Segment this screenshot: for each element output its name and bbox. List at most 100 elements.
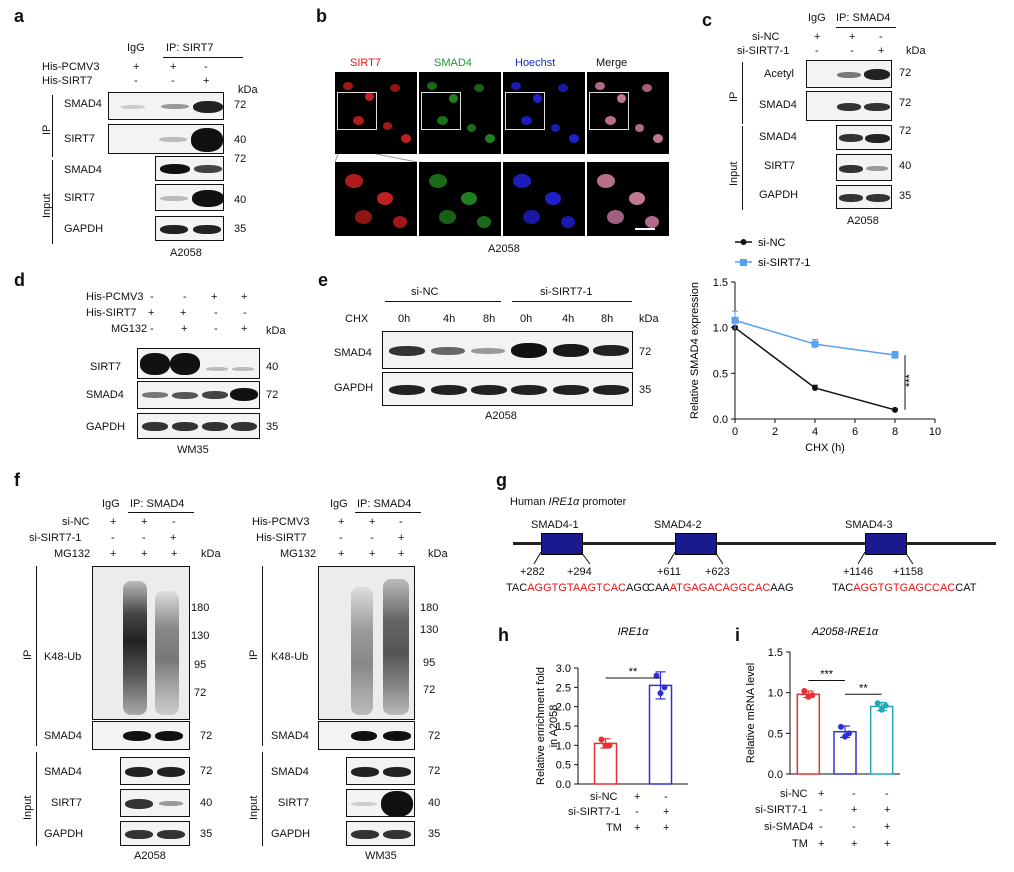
i-sign: + (818, 788, 825, 800)
e-line-chart: 0 2 4 6 8 10 0.0 0.5 1.0 1.5 CHX (h) Relative SMAD4… (689, 237, 941, 454)
c-blot-label: SMAD4 (759, 99, 797, 111)
f-right-blot-label: SMAD4 (271, 766, 309, 778)
g-title-suffix: promoter (579, 496, 627, 508)
f-right-row-label: His-PCMV3 (252, 516, 310, 528)
e-x-tick-label: 8 (892, 426, 898, 438)
i-y-tick-label: 1.0 (768, 688, 783, 700)
a-mw: 40 (234, 194, 247, 206)
e-data-point (812, 384, 818, 391)
h-y-tick-label: 0.5 (556, 760, 571, 772)
f-left-kda: kDa (201, 548, 221, 560)
f-right-blot-sirt7-input (346, 789, 415, 817)
f-right-kda: kDa (428, 548, 448, 560)
c-igg-label: IgG (808, 12, 826, 24)
a-sign: + (133, 61, 140, 73)
g-seq-flank: CAA (647, 582, 670, 594)
i-row-label: si-NC (780, 788, 808, 800)
e-time: 8h (601, 313, 614, 325)
g-title: Human IRE1α promoter (510, 496, 626, 509)
panel-label-g: g (496, 470, 507, 490)
c-sign: + (849, 31, 856, 43)
f-left-blot-label: GAPDH (44, 828, 84, 840)
f-right-ip: IP: SMAD4 (357, 498, 412, 510)
e-y-tick-label: 0.0 (713, 414, 728, 426)
c-sign: - (815, 45, 819, 57)
f-right-cell-line: WM35 (365, 850, 397, 862)
i-data-point (809, 692, 816, 699)
panel-label-a: a (14, 6, 25, 26)
i-data-point (838, 723, 844, 730)
e-legend-label: si-SIRT7-1 (758, 257, 810, 269)
e-x-tick-label: 2 (772, 426, 778, 438)
h-y-tick-label: 2.0 (556, 702, 571, 714)
h-y-tick-label: 1.0 (556, 740, 571, 752)
a-ip-bracket (52, 95, 53, 157)
g-seq-flank: TAC (506, 582, 528, 594)
a-blot-gapdh (155, 216, 224, 241)
i-bar (796, 693, 821, 775)
h-data-point (661, 684, 668, 691)
h-data-point (606, 742, 613, 749)
d-sign: - (214, 323, 218, 335)
a-mw: 72 (234, 153, 247, 165)
h-y-tick-label: 3.0 (556, 663, 571, 675)
g-sequence-1: TACAGGTGTAAGTCACAGC (506, 582, 650, 595)
g-site-connector (533, 552, 591, 564)
e-time: 4h (443, 313, 456, 325)
f-left-blot-sirt7-input (120, 789, 190, 817)
i-sign: - (852, 821, 856, 833)
f-left-sign: + (141, 516, 148, 528)
h-sign: + (634, 822, 641, 834)
e-x-tick-label: 6 (852, 426, 858, 438)
c-sign: - (879, 31, 883, 43)
f-right-blot-label: GAPDH (271, 828, 311, 840)
f-left-blot-label: SMAD4 (44, 730, 82, 742)
d-row-label: His-PCMV3 (86, 291, 144, 303)
f-right-ub-mw: 95 (423, 657, 436, 669)
c-row-label: si-NC (752, 31, 780, 43)
i-sig-label: ** (859, 682, 868, 694)
d-sign: - (183, 291, 187, 303)
b-micro-smad4 (419, 72, 501, 154)
a-mw: 40 (234, 134, 247, 146)
e-group-line (512, 301, 632, 302)
b-micro-merge (587, 72, 669, 154)
f-left-sign: - (172, 516, 176, 528)
i-row-label: si-SIRT7-1 (755, 804, 808, 816)
i-sign: - (852, 788, 856, 800)
f-left-blot-label: SIRT7 (51, 797, 82, 809)
d-blot-label: SMAD4 (86, 389, 124, 401)
b-zoom-sirt7 (335, 162, 417, 236)
f-right-sign: + (398, 548, 405, 560)
g-site-box (675, 533, 717, 555)
d-mw: 72 (266, 389, 279, 401)
f-left-ub-mw: 95 (194, 659, 207, 671)
h-data-point (598, 736, 605, 743)
d-sign: + (211, 291, 218, 303)
g-site-name: SMAD4-1 (531, 519, 579, 531)
f-right-blot-smad4-input (346, 757, 415, 785)
e-blot-label: GAPDH (334, 382, 374, 394)
f-left-input-bracket (36, 752, 37, 846)
a-mw: 35 (234, 223, 247, 235)
f-right-sign: - (339, 532, 343, 544)
d-blot-label: SIRT7 (90, 361, 121, 373)
i-y-tick-label: 1.5 (768, 647, 783, 659)
c-row-label: si-SIRT7-1 (737, 45, 790, 57)
e-blot-gapdh (382, 372, 633, 406)
a-input-side-label: Input (41, 193, 53, 218)
e-y-tick-label: 1.5 (713, 277, 728, 289)
d-kda: kDa (266, 325, 286, 337)
h-y-tick-label: 2.5 (556, 682, 571, 694)
h-title: IRE1α (618, 626, 649, 638)
f-left-mw: 72 (200, 765, 213, 777)
e-x-axis-label: CHX (h) (805, 442, 845, 454)
a-cell-line: A2058 (170, 247, 202, 259)
f-left-mw: 40 (200, 797, 213, 809)
f-left-blot-gapdh (120, 821, 190, 846)
c-blot-label: SIRT7 (764, 160, 795, 172)
i-sign: + (851, 838, 858, 850)
a-blot-label: GAPDH (64, 223, 104, 235)
f-left-sign: + (170, 532, 177, 544)
g-site-start: +282 (520, 566, 545, 578)
